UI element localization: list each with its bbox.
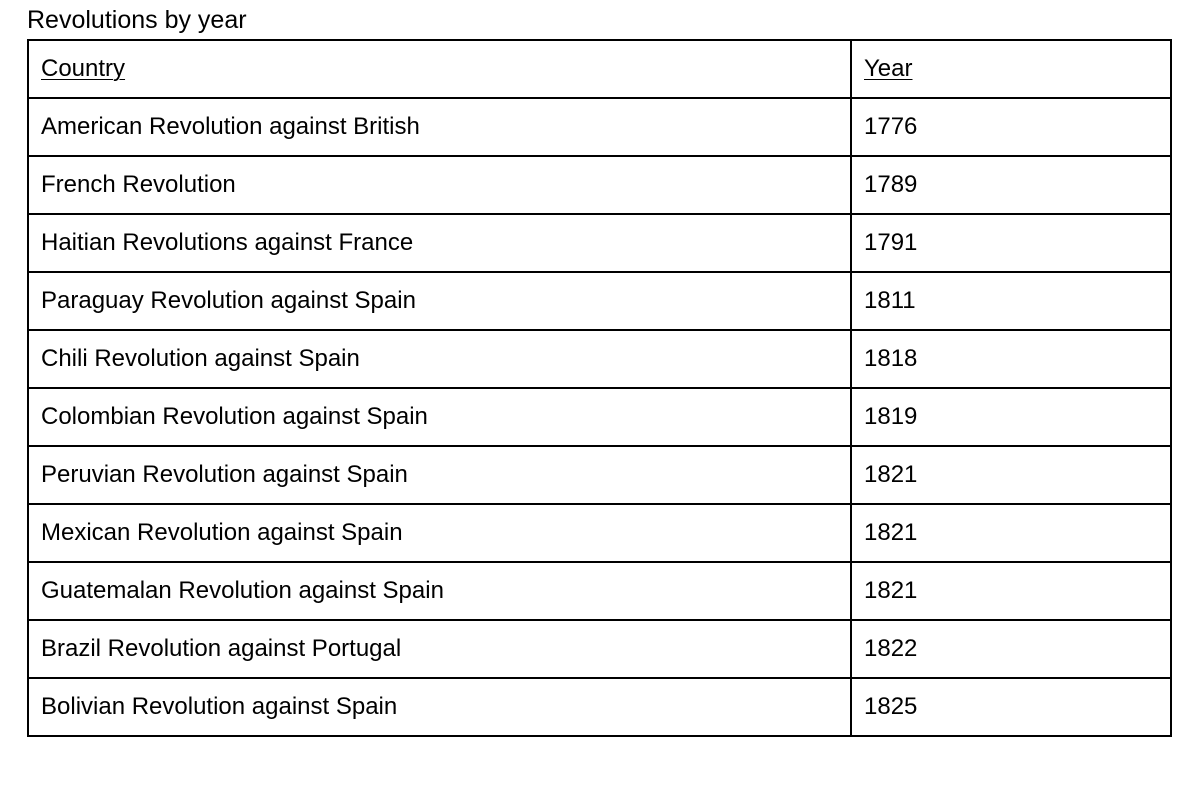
year-cell: 1825 bbox=[850, 677, 1172, 737]
year-cell: 1811 bbox=[850, 271, 1172, 331]
table-row: Peruvian Revolution against Spain 1821 bbox=[27, 445, 1172, 505]
year-cell: 1789 bbox=[850, 155, 1172, 215]
year-cell: 1821 bbox=[850, 445, 1172, 505]
table-row: French Revolution 1789 bbox=[27, 155, 1172, 215]
country-cell: Guatemalan Revolution against Spain bbox=[27, 561, 852, 621]
table-header-row: Country Year bbox=[27, 39, 1172, 99]
country-cell: Chili Revolution against Spain bbox=[27, 329, 852, 389]
table-row: Chili Revolution against Spain 1818 bbox=[27, 329, 1172, 389]
table-row: American Revolution against British 1776 bbox=[27, 97, 1172, 157]
year-cell: 1821 bbox=[850, 561, 1172, 621]
table-row: Brazil Revolution against Portugal 1822 bbox=[27, 619, 1172, 679]
country-cell: Brazil Revolution against Portugal bbox=[27, 619, 852, 679]
year-cell: 1791 bbox=[850, 213, 1172, 273]
table-row: Paraguay Revolution against Spain 1811 bbox=[27, 271, 1172, 331]
country-cell: Colombian Revolution against Spain bbox=[27, 387, 852, 447]
header-country-label: Country bbox=[41, 55, 126, 82]
table-row: Haitian Revolutions against France 1791 bbox=[27, 213, 1172, 273]
country-cell: Paraguay Revolution against Spain bbox=[27, 271, 852, 331]
country-cell: American Revolution against British bbox=[27, 97, 852, 157]
year-cell: 1818 bbox=[850, 329, 1172, 389]
year-cell: 1821 bbox=[850, 503, 1172, 563]
country-cell: Bolivian Revolution against Spain bbox=[27, 677, 852, 737]
country-cell: Peruvian Revolution against Spain bbox=[27, 445, 852, 505]
header-year-label: Year bbox=[864, 55, 913, 82]
table-row: Mexican Revolution against Spain 1821 bbox=[27, 503, 1172, 563]
header-cell-year: Year bbox=[850, 39, 1172, 99]
year-cell: 1776 bbox=[850, 97, 1172, 157]
year-cell: 1822 bbox=[850, 619, 1172, 679]
table-row: Guatemalan Revolution against Spain 1821 bbox=[27, 561, 1172, 621]
country-cell: Mexican Revolution against Spain bbox=[27, 503, 852, 563]
table-caption: Revolutions by year bbox=[27, 6, 247, 34]
table-row: Colombian Revolution against Spain 1819 bbox=[27, 387, 1172, 447]
table-row: Bolivian Revolution against Spain 1825 bbox=[27, 677, 1172, 737]
country-cell: French Revolution bbox=[27, 155, 852, 215]
country-cell: Haitian Revolutions against France bbox=[27, 213, 852, 273]
header-cell-country: Country bbox=[27, 39, 852, 99]
revolutions-table: Country Year American Revolution against… bbox=[27, 39, 1172, 737]
year-cell: 1819 bbox=[850, 387, 1172, 447]
